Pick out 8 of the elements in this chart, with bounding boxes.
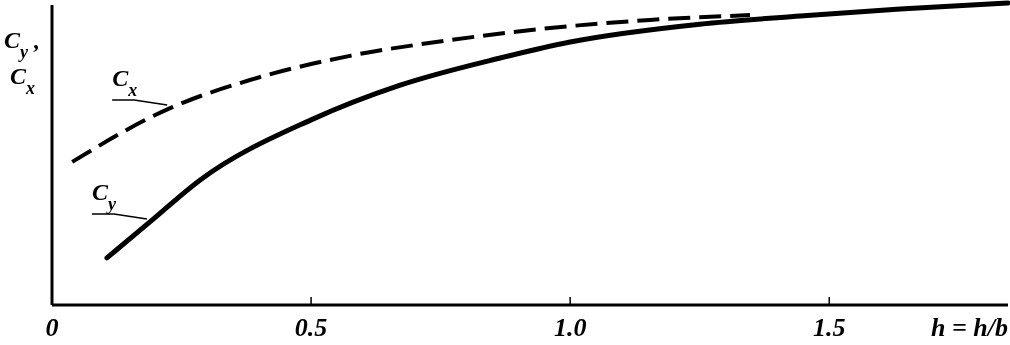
series-label: C$_{y}$ bbox=[91, 178, 117, 214]
x-tick-label: 1.0 bbox=[553, 313, 587, 342]
x-axis-title: h = h/b bbox=[931, 313, 1008, 342]
x-tick-label: 1.5 bbox=[812, 313, 846, 342]
x-tick-label: 0 bbox=[45, 313, 59, 342]
y-axis-title: C$_{y}$, C$_{x}$ bbox=[4, 27, 41, 98]
series-label: C$_{x}$ bbox=[112, 65, 138, 101]
x-tick-label: 0.5 bbox=[294, 313, 328, 342]
